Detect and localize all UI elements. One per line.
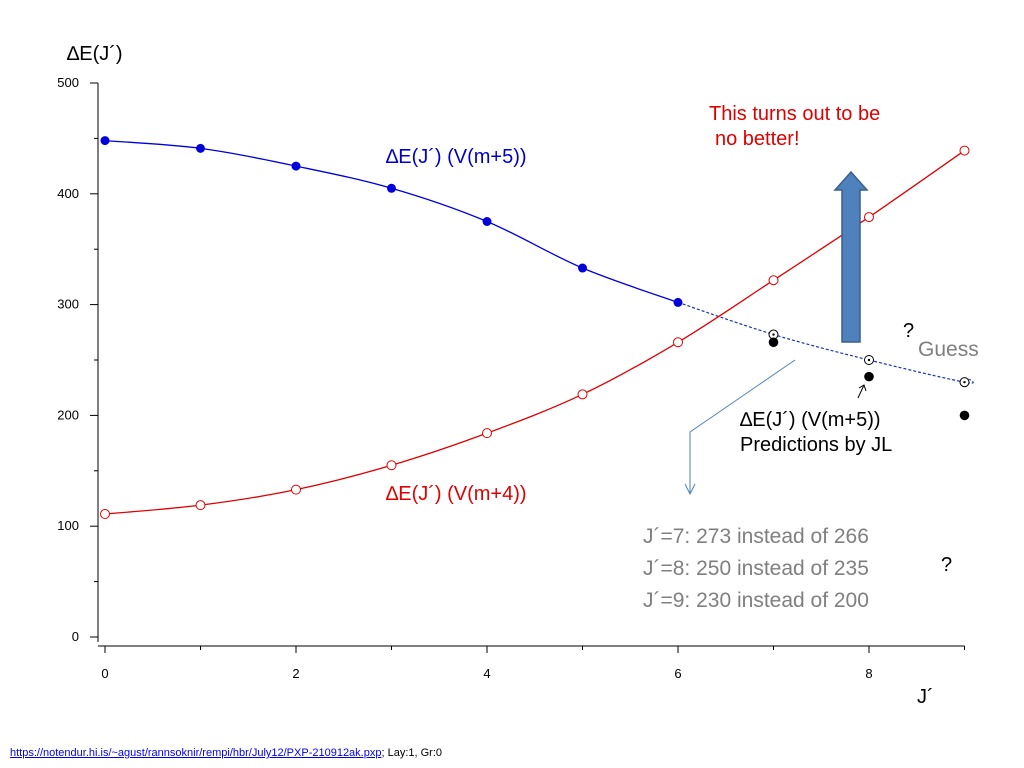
y-tick-label: 300 xyxy=(57,297,79,312)
guess-label: Guess xyxy=(918,338,979,361)
x-tick-label: 8 xyxy=(865,666,872,681)
blue-point xyxy=(673,297,683,307)
jl-point xyxy=(959,410,970,421)
comparison-line-1: J´=7: 273 instead of 266 xyxy=(643,525,869,548)
red-point xyxy=(673,337,683,348)
annotation-arrows xyxy=(684,170,869,496)
x-tick-label: 4 xyxy=(483,666,490,681)
axes: 0 100 200 300 400 500 0 2 4 6 8 xyxy=(57,75,965,681)
red-note-line1: This turns out to be xyxy=(709,103,881,125)
comparison-line-2: J´=8: 250 instead of 235 xyxy=(643,557,869,580)
jl-label-line2: Predictions by JL xyxy=(740,434,893,456)
red-point xyxy=(577,389,588,400)
guess-point-center xyxy=(963,380,966,384)
up-block-arrow xyxy=(833,170,869,343)
blue-point xyxy=(291,161,301,171)
series-label-red: ∆E(J´) (V(m+4)) xyxy=(386,483,527,505)
x-axis-title: J´ xyxy=(917,686,934,708)
callout-arrow-head xyxy=(684,483,696,496)
jl-point xyxy=(864,371,874,382)
footer-suffix: ; Lay:1, Gr:0 xyxy=(381,747,443,759)
red-note-line2: no better! xyxy=(715,128,800,150)
callout-arrow-line xyxy=(689,359,796,493)
jl-label: ∆E(J´) (V(m+5)) Predictions by JL xyxy=(740,408,892,458)
comparison-list: J´=7: 273 instead of 266 J´=8: 250 inste… xyxy=(643,521,869,617)
series-line-red xyxy=(104,150,965,515)
red-point xyxy=(195,500,206,511)
red-note: This turns out to be no better! xyxy=(709,102,880,152)
jl-point xyxy=(768,337,779,348)
comparison-line-3: J´=9: 230 instead of 200 xyxy=(643,589,869,612)
small-arrow-head xyxy=(858,384,867,392)
x-tick-label: 6 xyxy=(674,666,681,681)
blue-point xyxy=(482,217,492,226)
red-point xyxy=(386,460,397,471)
x-tick-label: 2 xyxy=(292,666,299,681)
series-label-blue: ∆E(J´) (V(m+5)) xyxy=(386,146,527,168)
y-tick-label: 500 xyxy=(57,75,79,90)
y-tick-label: 0 xyxy=(72,629,79,644)
blue-point xyxy=(578,263,587,273)
red-point xyxy=(768,275,779,286)
footer: https://notendur.hi.is/~agust/rannsoknir… xyxy=(10,747,442,759)
y-tick-label: 400 xyxy=(57,186,79,201)
red-point xyxy=(482,428,492,439)
guess-point-center xyxy=(867,358,871,362)
source-link[interactable]: https://notendur.hi.is/~agust/rannsoknir… xyxy=(10,747,382,759)
x-tick-label: 0 xyxy=(101,666,108,681)
y-axis-title: ∆E(J´) xyxy=(67,43,123,65)
question-mark-1: ? xyxy=(903,320,915,342)
y-tick-label: 200 xyxy=(57,407,79,422)
red-point xyxy=(864,212,874,223)
series-markers xyxy=(100,136,970,520)
red-point xyxy=(100,509,110,520)
blue-point xyxy=(100,136,110,146)
guess-point-center xyxy=(772,333,775,336)
jl-label-line1: ∆E(J´) (V(m+5)) xyxy=(740,409,881,431)
small-arrow-line xyxy=(857,384,865,399)
blue-point xyxy=(387,183,396,193)
question-mark-2: ? xyxy=(941,554,953,576)
red-point xyxy=(291,484,301,495)
blue-point xyxy=(196,143,205,153)
y-tick-label: 100 xyxy=(57,518,79,533)
red-point xyxy=(959,145,970,156)
